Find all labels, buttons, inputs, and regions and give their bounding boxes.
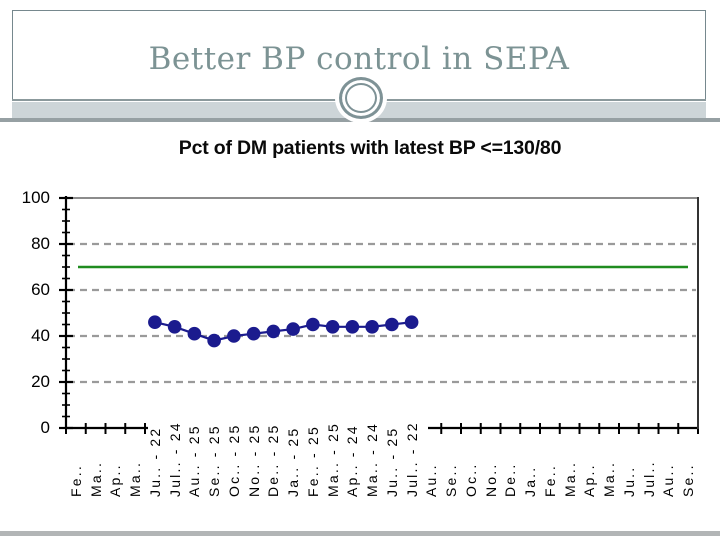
x-axis-category-label: Ja.. — [522, 465, 539, 497]
x-axis-category-label: Au.. — [423, 463, 440, 497]
data-point-marker — [207, 333, 221, 348]
x-axis-category-label: Ma.. — [561, 460, 578, 497]
y-axis-tick-label: 0 — [40, 418, 50, 437]
x-axis-category-label: Fe.. - 25 — [304, 425, 321, 497]
data-point-marker — [345, 320, 360, 334]
data-point-marker — [266, 324, 281, 339]
x-axis-category-label: No.. - 25 — [245, 423, 262, 498]
data-point-marker — [167, 320, 182, 334]
data-point-marker — [325, 320, 340, 334]
x-axis-category-label: De.. - 25 — [265, 423, 282, 498]
x-axis-category-label: Ap.. - 24 — [344, 424, 361, 497]
data-point-marker — [187, 326, 202, 341]
x-axis-category-label: Se.. — [680, 463, 697, 497]
y-axis-tick-label: 40 — [31, 326, 50, 345]
slide-title: Better BP control in SEPA — [148, 41, 570, 77]
x-axis-category-label: Se.. — [443, 463, 460, 497]
x-axis-category-label: Ma.. - 24 — [364, 421, 381, 497]
x-axis-category-label: Ma.. - 25 — [324, 421, 341, 497]
x-axis-category-label: Se.. - 25 — [206, 424, 223, 497]
x-axis-category-label: Ja.. - 25 — [285, 426, 302, 497]
x-axis-category-label: Fe.. — [541, 464, 558, 497]
chart-title: Pct of DM patients with latest BP <=130/… — [178, 137, 562, 159]
x-axis-category-label: Ju.. - 22 — [146, 426, 163, 497]
x-axis-category-label: Ma.. — [127, 460, 144, 497]
y-axis-tick-label: 80 — [31, 234, 50, 253]
data-point-marker — [227, 329, 241, 343]
data-point-marker — [404, 315, 419, 330]
x-axis-category-label: Jul.. - 22 — [403, 421, 420, 497]
x-axis-category-label: Au.. — [660, 463, 677, 497]
x-axis-category-label: De.. — [502, 462, 519, 497]
x-axis-category-label: Au.. - 25 — [186, 424, 203, 497]
y-axis-tick-label: 20 — [31, 372, 50, 391]
circle-ring-ornament-icon — [339, 77, 383, 119]
x-axis-category-label: Oc.. - 25 — [225, 423, 242, 497]
x-axis-category-label: Ap.. — [107, 463, 124, 497]
slide-bottom-bar — [0, 531, 720, 536]
x-axis-category-label: Ap.. — [581, 463, 598, 497]
x-axis-category-label: Fe.. — [67, 464, 84, 497]
data-point-marker — [306, 317, 320, 332]
data-point-marker — [365, 320, 379, 334]
x-axis-category-label: No.. — [482, 462, 499, 497]
header-band-underline — [0, 118, 720, 122]
x-axis-category-label: Ma.. — [601, 460, 618, 497]
x-axis-category-label: Oc.. — [462, 462, 479, 497]
data-point-marker — [385, 317, 399, 332]
x-axis-category-label: Ma.. — [87, 460, 104, 497]
y-axis-tick-label: 100 — [21, 188, 50, 207]
data-point-marker — [246, 326, 261, 341]
data-point-marker — [148, 315, 162, 330]
x-axis-category-label: Ju.. — [620, 465, 637, 497]
x-axis-category-label: Jul.. - 24 — [166, 421, 183, 497]
x-axis-category-label: Jul.. — [640, 460, 657, 497]
data-point-marker — [286, 322, 300, 336]
x-axis-category-label: Ju.. - 25 — [383, 426, 400, 497]
y-axis-tick-label: 60 — [31, 280, 50, 299]
